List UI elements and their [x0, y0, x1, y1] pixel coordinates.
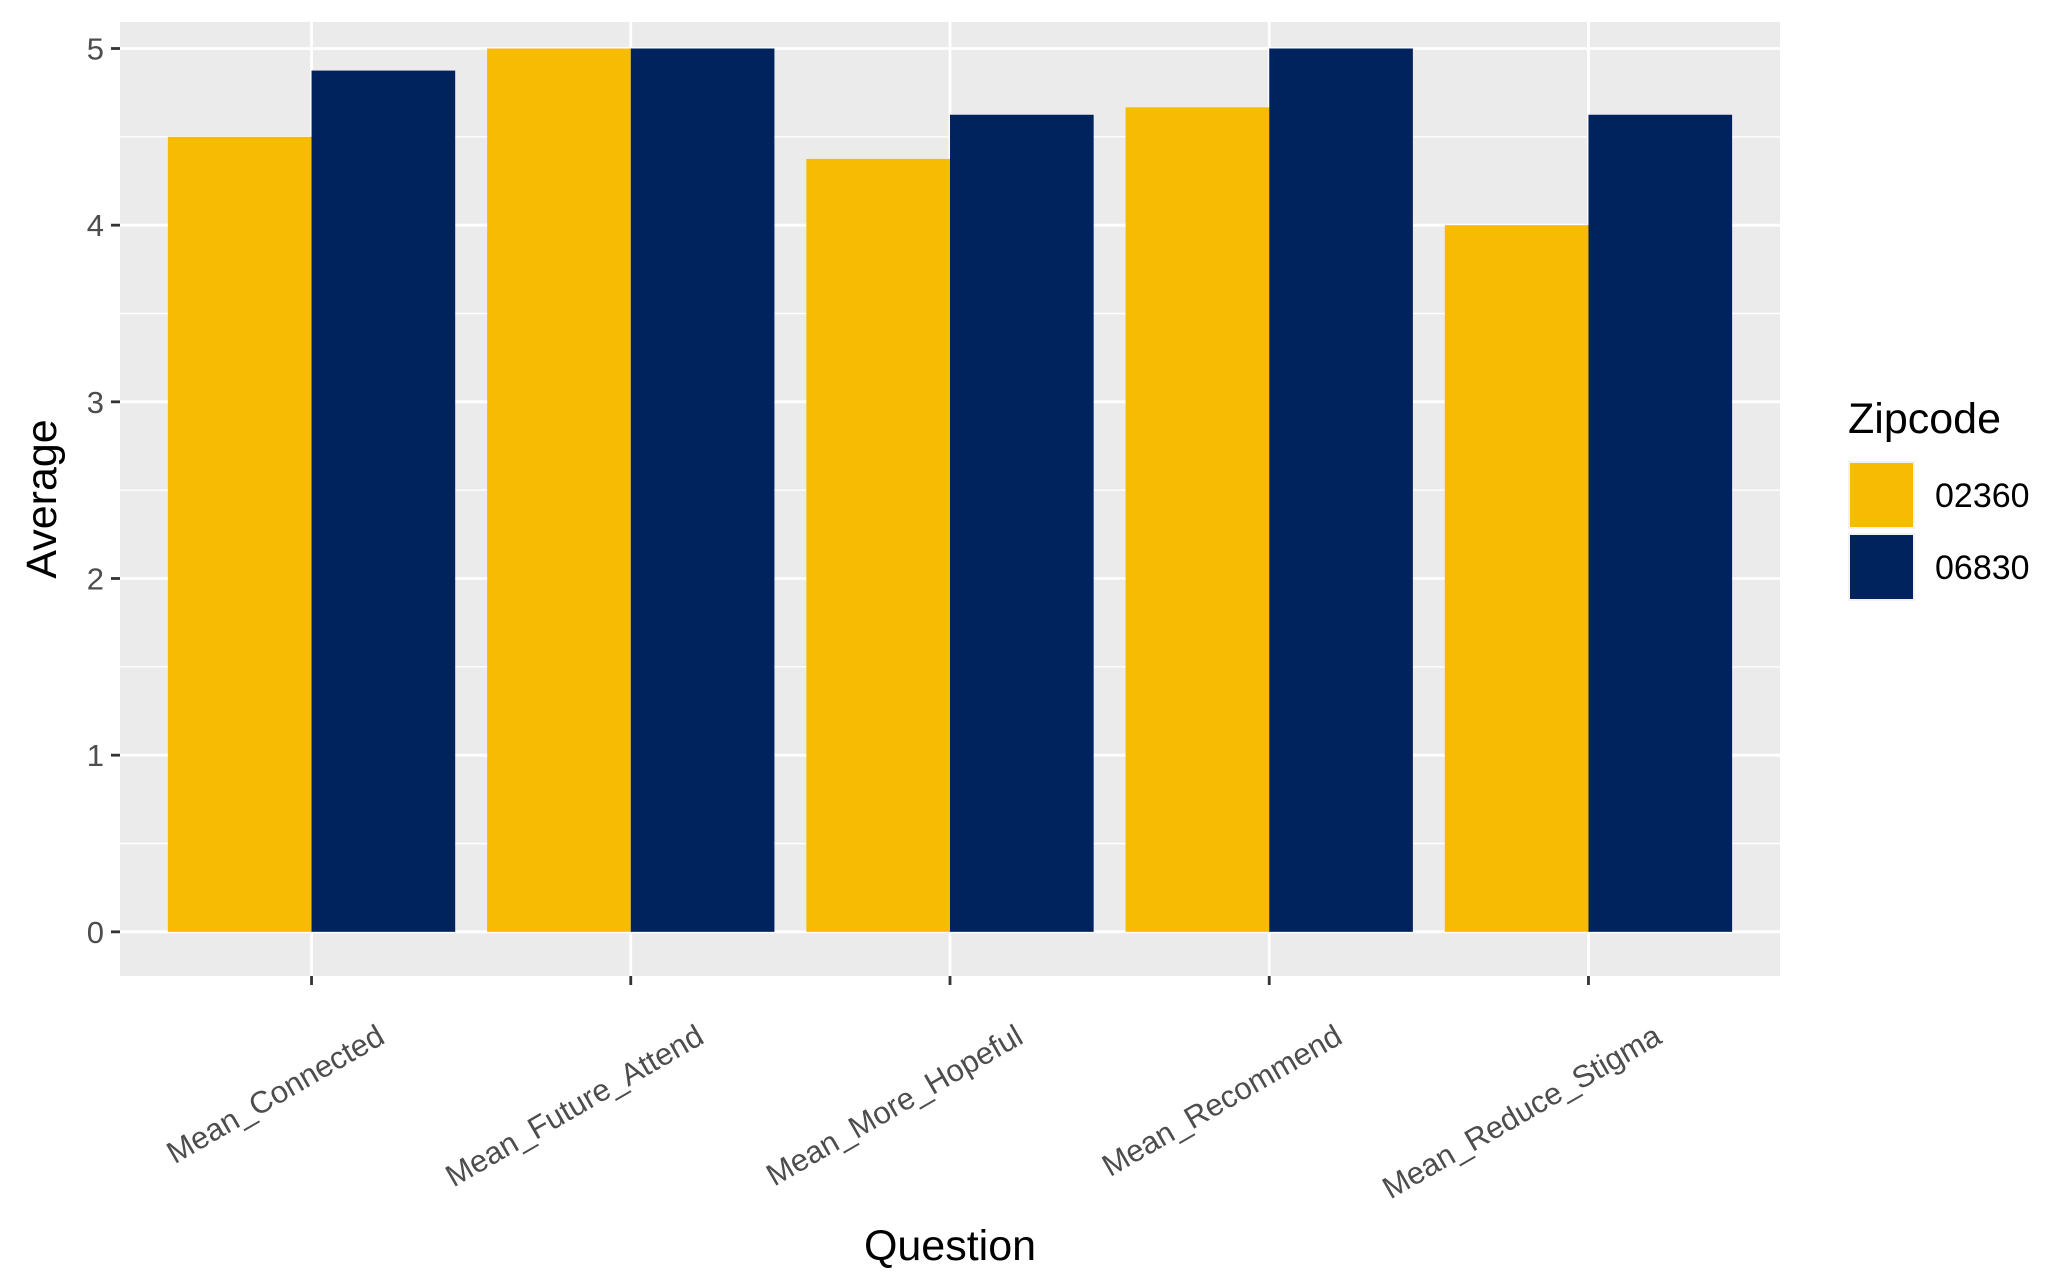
legend-label-02360: 02360	[1935, 477, 2030, 515]
legend-label-06830: 06830	[1935, 549, 2030, 587]
bar-06830-Mean_Recommend	[1269, 48, 1413, 932]
y-tick-label: 0	[87, 915, 104, 950]
legend: Zipcode 02360 06830	[1848, 395, 2030, 601]
bar-02360-Mean_Connected	[167, 136, 312, 932]
x-tick-label: Mean_Reduce_Stigma	[1376, 1017, 1667, 1205]
y-tick-label: 3	[87, 385, 104, 420]
y-axis: 0 1 2 3 4 5	[87, 32, 120, 950]
legend-swatch-02360	[1850, 463, 1913, 527]
bars	[167, 48, 1733, 932]
y-tick-label: 1	[87, 738, 104, 773]
bar-06830-Mean_Reduce_Stigma	[1588, 114, 1733, 932]
bar-06830-Mean_More_Hopeful	[950, 114, 1094, 932]
x-tick-label: Mean_Recommend	[1096, 1018, 1348, 1184]
x-axis-title: Question	[864, 1222, 1036, 1270]
y-tick-label: 2	[87, 562, 104, 597]
legend-title: Zipcode	[1848, 395, 2001, 443]
bar-02360-Mean_More_Hopeful	[806, 158, 950, 932]
x-tick-label: Mean_More_Hopeful	[760, 1018, 1028, 1193]
x-axis: Mean_Connected Mean_Future_Attend Mean_Mor…	[161, 976, 1668, 1206]
bar-02360-Mean_Recommend	[1125, 107, 1270, 932]
bar-06830-Mean_Future_Attend	[630, 48, 775, 932]
y-axis-title: Average	[18, 419, 66, 578]
y-tick-label: 4	[87, 208, 104, 243]
bar-02360-Mean_Future_Attend	[487, 48, 631, 932]
y-tick-label: 5	[87, 32, 104, 67]
bar-02360-Mean_Reduce_Stigma	[1444, 225, 1589, 932]
legend-swatch-06830	[1850, 535, 1913, 599]
x-tick-label: Mean_Future_Attend	[440, 1018, 710, 1194]
x-tick-label: Mean_Connected	[161, 1018, 390, 1171]
bar-06830-Mean_Connected	[311, 70, 456, 932]
